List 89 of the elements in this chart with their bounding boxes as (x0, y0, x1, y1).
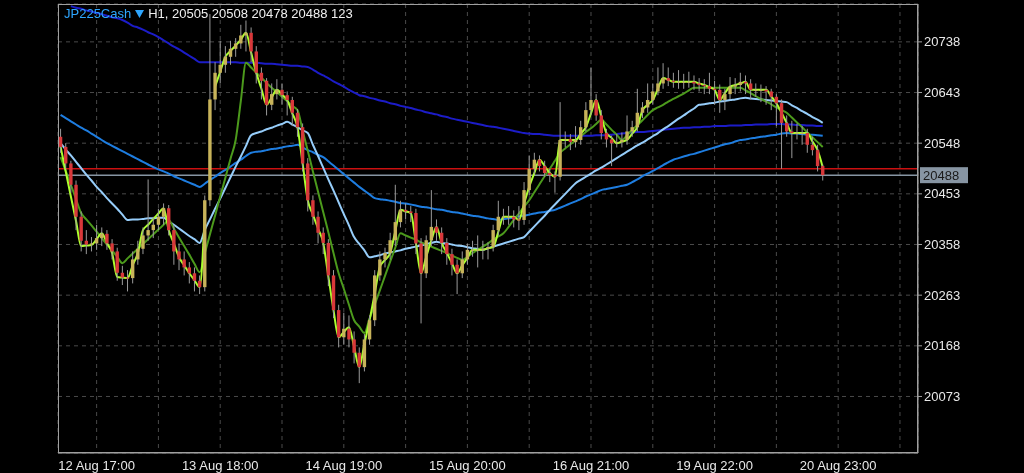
candlestick (723, 88, 727, 111)
candlestick (486, 241, 490, 260)
candlestick (697, 77, 701, 92)
candlestick (527, 154, 531, 196)
x-tick-label: 13 Aug 18:00 (181, 458, 259, 473)
candlestick (584, 101, 588, 132)
candlestick (445, 237, 449, 266)
candlestick (759, 84, 763, 103)
candlestick (707, 72, 712, 95)
x-tick-label: 19 Aug 22:00 (676, 458, 753, 473)
candlestick (501, 208, 506, 226)
chart-subtitle: H1, 20505 20508 20478 20488 123 (148, 6, 353, 21)
candlestick (141, 226, 145, 255)
candlestick (625, 114, 629, 146)
candlestick (249, 26, 253, 63)
candlestick (790, 120, 794, 159)
candlestick (233, 37, 238, 58)
candlestick (311, 194, 315, 226)
candlestick (172, 224, 176, 266)
y-tick-label: 20453 (924, 186, 961, 202)
x-tick-label: 16 Aug 21:00 (552, 458, 630, 473)
candlestick (676, 69, 681, 90)
candlestick (455, 258, 459, 295)
candlestick (177, 242, 181, 271)
candlestick (450, 248, 454, 276)
candlestick (69, 160, 73, 194)
candlestick (347, 314, 351, 348)
candlestick (192, 266, 197, 292)
candlestick (110, 238, 114, 260)
candlestick (79, 210, 83, 252)
y-tick-label: 20738 (924, 34, 961, 50)
candlestick (609, 135, 614, 167)
candlestick (146, 178, 150, 242)
candlestick (517, 205, 521, 231)
x-tick-label: 14 Aug 19:00 (305, 458, 383, 473)
candlestick (383, 247, 387, 268)
candlestick (434, 218, 439, 242)
candlestick (239, 24, 243, 50)
candlestick (476, 234, 480, 268)
candlestick (491, 224, 495, 252)
candlestick (553, 170, 557, 194)
candlestick (120, 265, 125, 286)
ref-line-label: 20488 (923, 168, 960, 184)
y-tick-label: 20263 (924, 287, 961, 303)
candlestick (656, 66, 660, 96)
candlestick (589, 66, 593, 116)
candlestick (285, 90, 289, 116)
candlestick (687, 71, 691, 89)
candlestick (805, 128, 809, 154)
candlestick (182, 250, 186, 276)
candlestick (666, 66, 670, 87)
candlestick (728, 76, 732, 100)
candlestick (254, 45, 258, 84)
candlestick (388, 232, 392, 260)
candlestick (280, 82, 284, 106)
candlestick (779, 98, 784, 170)
x-tick-label: 15 Aug 20:00 (429, 458, 506, 473)
candlestick (481, 240, 485, 260)
candlestick (352, 330, 356, 364)
candlestick (115, 247, 119, 282)
y-tick-label: 20073 (924, 389, 961, 405)
candlestick (130, 250, 135, 284)
y-tick-label: 20548 (924, 135, 961, 151)
x-tick-label: 20 Aug 23:00 (799, 458, 877, 473)
y-tick-label: 20643 (924, 85, 961, 101)
candlestick (105, 229, 109, 251)
candlestick (136, 240, 140, 266)
candlestick (378, 250, 382, 282)
candlestick (187, 261, 192, 284)
candlestick (316, 210, 320, 244)
candlestick (769, 88, 773, 111)
candlestick (754, 82, 758, 98)
candlestick (620, 132, 624, 148)
candlestick (342, 312, 346, 346)
candlestick (594, 93, 598, 122)
y-tick-label: 20358 (924, 237, 961, 253)
candlestick (275, 78, 279, 100)
candlestick (651, 82, 655, 106)
y-tick-label: 20168 (924, 338, 961, 354)
candlestick (125, 269, 130, 292)
candlestick (161, 202, 166, 226)
candlestick (506, 205, 511, 226)
candlestick (681, 73, 686, 90)
candlestick (470, 240, 475, 258)
candlestick (270, 82, 274, 111)
candlestick (748, 78, 753, 100)
candlestick (599, 109, 603, 140)
candlestick (661, 62, 665, 90)
x-tick-label: 12 Aug 17:00 (58, 458, 135, 473)
